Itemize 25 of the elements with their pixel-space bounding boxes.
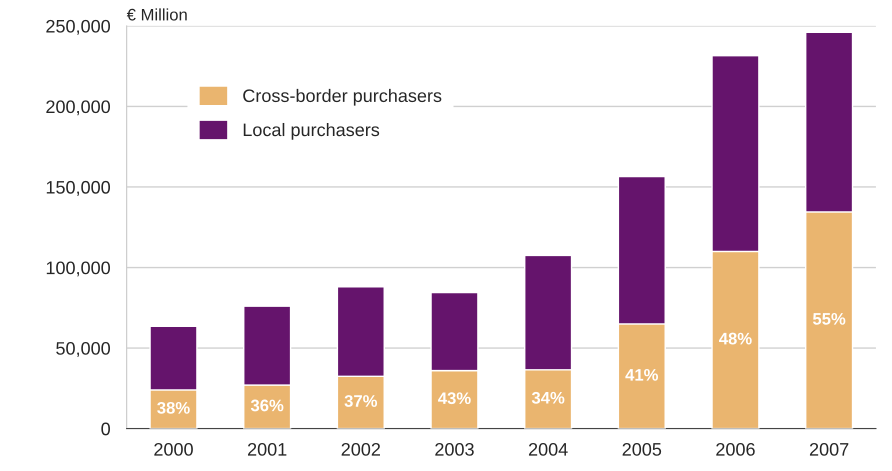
annotation: 36% [250, 400, 284, 412]
x-tick-label: 2002 [342, 442, 380, 456]
legend-label: Cross-border purchasers [243, 88, 442, 106]
y-tick-label: 150,000 [46, 180, 110, 196]
x-tick-label: 2006 [716, 442, 755, 456]
annotation: 34% [532, 392, 564, 404]
y-tick-label: 50,000 [56, 342, 110, 357]
annotation: 48% [719, 332, 752, 344]
legend-label: Local purchasers [244, 122, 380, 140]
y-tick-label: 0 [101, 422, 110, 436]
x-tick-label: 2000 [154, 442, 193, 456]
x-tick-label: 2003 [435, 442, 474, 456]
x-tick-label: 2005 [622, 442, 662, 456]
annotation: 41% [625, 368, 658, 381]
annotation: 38% [157, 402, 190, 414]
y-axis-title: € Million [126, 8, 187, 21]
x-tick-label: 2004 [528, 442, 568, 456]
y-tick-label: 200,000 [46, 100, 110, 116]
y-tick-label: 100,000 [46, 261, 110, 276]
x-tick-label: 2007 [810, 442, 848, 456]
x-tick-label: 2001 [248, 442, 286, 456]
annotation: 37% [344, 395, 378, 407]
y-tick-label: 250,000 [46, 20, 110, 35]
annotation: 43% [438, 392, 471, 404]
annotation: 55% [812, 312, 846, 325]
